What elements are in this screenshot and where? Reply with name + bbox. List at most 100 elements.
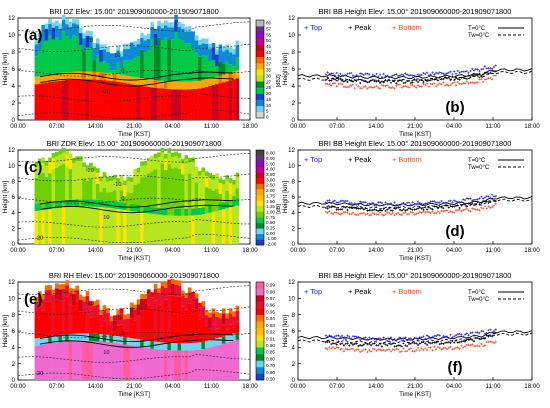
- field-cell: [82, 199, 86, 207]
- field-cell: [164, 350, 168, 380]
- field-cell: [232, 199, 236, 207]
- field-cell: [215, 338, 219, 346]
- field-cell: [201, 55, 206, 81]
- point-peak: [415, 79, 418, 82]
- point-top: [487, 195, 490, 198]
- field-cell: [55, 156, 59, 168]
- point-peak: [438, 205, 441, 208]
- field-cell: [181, 81, 185, 90]
- contour-label: -20: [102, 89, 110, 95]
- point-peak: [420, 207, 423, 210]
- point-bottom: [442, 210, 445, 213]
- point-peak: [436, 207, 440, 210]
- colorbar-swatch: [256, 373, 264, 381]
- field-cell: [112, 53, 117, 59]
- y-tick-label: 6: [292, 66, 296, 73]
- point-top: [324, 73, 327, 76]
- field-cell: [51, 208, 56, 244]
- x-tick-label: 14:00: [368, 247, 384, 254]
- field-cell: [126, 318, 131, 331]
- point-bottom: [360, 349, 364, 353]
- field-cell: [225, 318, 230, 330]
- field-cell: [167, 89, 172, 120]
- field-cell: [92, 79, 97, 120]
- point-bottom: [482, 207, 485, 210]
- point-peak: [492, 332, 496, 335]
- point-bottom: [482, 80, 485, 84]
- field-cell: [164, 20, 168, 26]
- point-top: [330, 335, 333, 338]
- field-cell: [235, 188, 240, 199]
- field-cell: [232, 340, 236, 380]
- field-cell: [194, 182, 199, 209]
- field-cell: [51, 73, 56, 82]
- point-peak: [395, 82, 398, 85]
- point-peak: [360, 206, 364, 210]
- field-cell: [123, 196, 127, 203]
- field-cell: [167, 39, 172, 82]
- point-bottom: [324, 210, 327, 214]
- field-cell: [221, 82, 226, 120]
- point-peak: [384, 209, 387, 212]
- field-cell: [198, 170, 202, 176]
- field-cell: [99, 181, 103, 193]
- point-peak: [416, 80, 420, 84]
- x-tick-label: 18:00: [524, 247, 540, 254]
- point-peak: [442, 77, 445, 81]
- point-top: [425, 71, 429, 74]
- point-top: [411, 338, 414, 341]
- point-bottom: [489, 206, 492, 209]
- point-bottom: [480, 206, 483, 209]
- field-cell: [109, 335, 114, 343]
- point-bottom: [371, 211, 374, 215]
- point-top: [409, 74, 412, 77]
- point-peak: [418, 206, 421, 209]
- field-cell: [126, 181, 131, 193]
- point-top: [433, 200, 436, 203]
- point-top: [360, 337, 364, 340]
- point-peak: [418, 342, 421, 345]
- point-peak: [420, 341, 423, 344]
- field-cell: [99, 207, 103, 244]
- point-bottom: [384, 84, 387, 88]
- point-top: [491, 67, 494, 70]
- field-cell: [44, 40, 49, 75]
- contour-label: 10: [103, 215, 109, 221]
- point-peak: [460, 340, 463, 343]
- point-top: [438, 71, 441, 74]
- field-cell: [208, 49, 212, 61]
- field-cell: [106, 308, 110, 313]
- field-cell: [204, 43, 209, 56]
- point-top: [420, 73, 423, 76]
- point-peak: [378, 342, 382, 345]
- field-cell: [123, 202, 127, 210]
- field-cell: [133, 77, 138, 85]
- field-cell: [85, 165, 90, 170]
- point-peak: [449, 78, 452, 82]
- field-cell: [123, 185, 127, 197]
- point-bottom: [375, 349, 378, 352]
- field-cell: [116, 50, 121, 63]
- point-top: [471, 199, 474, 202]
- point-bottom: [440, 348, 443, 351]
- field-cell: [126, 176, 131, 182]
- point-top: [463, 70, 467, 73]
- field-cell: [44, 74, 49, 83]
- field-cell: [75, 199, 80, 207]
- point-peak: [384, 79, 387, 82]
- field-cell: [109, 53, 114, 59]
- field-cell: [85, 30, 90, 36]
- field-cell: [51, 201, 56, 209]
- point-top: [435, 71, 438, 75]
- point-top: [355, 203, 358, 206]
- point-bottom: [451, 82, 454, 85]
- legend-entry: + Bottom: [392, 155, 422, 164]
- field-cell: [61, 152, 66, 164]
- field-cell: [44, 165, 49, 177]
- point-peak: [360, 344, 364, 347]
- point-bottom: [362, 211, 365, 215]
- field-cell: [112, 201, 117, 209]
- colorbar-swatch: [256, 295, 264, 302]
- field-cell: [48, 336, 52, 344]
- field-cell: [150, 341, 155, 349]
